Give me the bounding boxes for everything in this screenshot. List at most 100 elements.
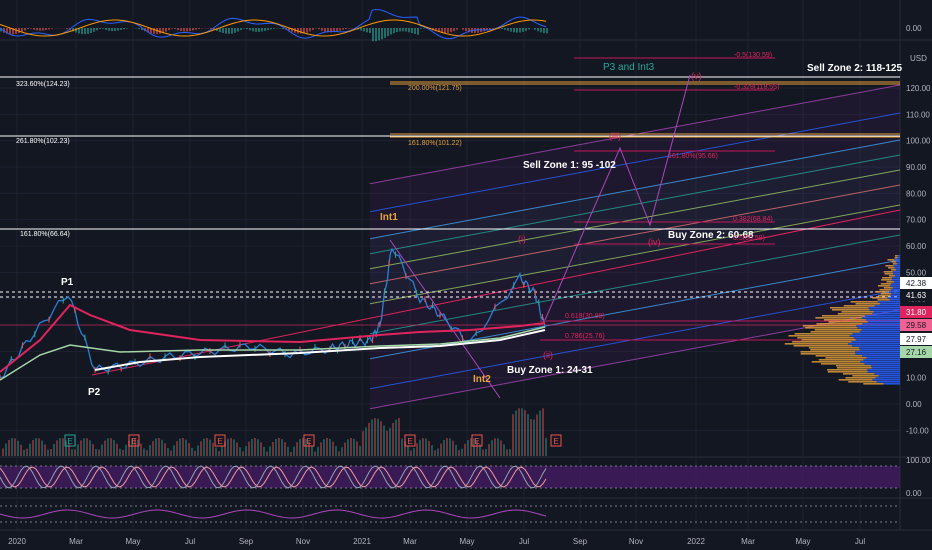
volume-bar — [152, 440, 154, 456]
vp-orange-bar — [837, 367, 872, 369]
volume-bar — [257, 439, 259, 456]
vp-orange-bar — [802, 325, 857, 327]
volume-bar — [326, 438, 328, 456]
volume-bar — [137, 439, 139, 456]
vp-blue-bar — [879, 303, 900, 305]
vp-orange-bar — [810, 331, 860, 333]
pitchfork-line-2 — [369, 139, 901, 240]
macd-hist-bar — [510, 28, 512, 32]
vp-orange-bar — [837, 313, 872, 315]
rsi-line — [0, 509, 547, 519]
vp-orange-bar — [821, 315, 865, 317]
macd-hist-bar — [165, 28, 167, 32]
vp-orange-bar — [828, 321, 868, 323]
volume-bar — [476, 440, 478, 456]
fib-261-label: 261.80%(102.23) — [16, 138, 70, 145]
volume-bar — [248, 441, 250, 456]
macd-hist-bar — [180, 28, 182, 32]
macd-hist-bar — [267, 28, 269, 31]
vp-blue-bar — [861, 329, 900, 331]
volume-bar — [311, 446, 313, 456]
vp-orange-bar — [894, 257, 898, 259]
macd-hist-bar — [117, 28, 119, 31]
price-axis[interactable]: USD 120.00 110.00 100.00 90.00 80.00 70.00 60.… — [900, 24, 932, 498]
vp-orange-bar — [852, 375, 879, 377]
vp-orange-bar — [792, 341, 852, 343]
macd-hist-bar — [216, 28, 218, 31]
volume-bar — [497, 438, 499, 456]
macd-hist-bar — [447, 28, 449, 33]
volume-bar — [461, 448, 463, 456]
vp-orange-bar — [842, 373, 875, 375]
vp-orange-bar — [836, 365, 872, 367]
vp-blue-bar — [890, 289, 900, 291]
time-label-0: 2020 — [8, 537, 26, 546]
volume-bar — [128, 440, 130, 456]
time-label-13: Mar — [741, 537, 755, 546]
vp-orange-bar — [818, 359, 864, 361]
fib-161-left-label: 161.80%(66.64) — [20, 231, 70, 238]
macd-hist-bar — [255, 28, 257, 32]
macd-hist-bar — [273, 28, 275, 29]
ret-05b-label: 0.5(60.58) — [733, 235, 765, 242]
volume-bar — [455, 444, 457, 456]
pitchfork-line-7 — [369, 234, 901, 335]
volume-bar — [293, 446, 295, 456]
pitchfork-line-5 — [369, 184, 901, 285]
volume-bar — [89, 440, 91, 456]
vp-blue-bar — [868, 307, 900, 309]
volume-bar — [515, 410, 517, 456]
volume-bar — [143, 448, 145, 456]
volume-bar — [284, 442, 286, 456]
vp-blue-bar — [867, 369, 900, 371]
macd-hist-bar — [159, 28, 161, 34]
volume-bar — [503, 444, 505, 456]
volume-bar — [50, 448, 52, 456]
volume-bar — [467, 440, 469, 456]
vp-orange-bar — [888, 267, 895, 269]
earnings-box — [64, 434, 76, 447]
volume-bar — [92, 444, 94, 456]
volume-bar — [71, 449, 73, 456]
price-tag-4: 27.97 — [906, 335, 927, 344]
time-label-11: Nov — [629, 537, 643, 546]
volume-bar — [236, 442, 238, 456]
macd-hist-bar — [306, 28, 308, 33]
volume-bar — [404, 441, 406, 456]
macd-hist-bar — [87, 28, 89, 34]
volume-bar — [482, 449, 484, 456]
volume-bar — [20, 444, 22, 456]
volume-bar — [431, 445, 433, 456]
stoch-d-line — [0, 466, 547, 488]
macd-hist-bar — [534, 28, 536, 30]
macd-hist-bar — [333, 28, 335, 32]
volume-bar — [65, 440, 67, 456]
volume-bar — [212, 442, 214, 456]
vp-blue-bar — [897, 255, 900, 257]
vp-blue-bar — [883, 383, 900, 385]
macd-hist-bar — [9, 28, 11, 35]
earnings-letter: E — [407, 437, 412, 446]
macd-hist-bar — [0, 28, 2, 32]
volume-bar — [125, 444, 127, 456]
volume-bar — [59, 438, 61, 456]
earnings-letter: E — [474, 437, 479, 446]
volume-bar — [2, 448, 4, 456]
time-label-5: Nov — [296, 537, 310, 546]
macd-hist-bar — [507, 28, 509, 31]
vp-orange-bar — [880, 293, 892, 295]
macd-hist-bar — [153, 28, 155, 34]
vp-orange-bar — [884, 273, 894, 275]
macd-hist-bar — [525, 28, 527, 31]
time-axis[interactable]: 2020 Mar May Jul Sep Nov 2021 Mar May Jul Sep Nov 20… — [8, 537, 865, 546]
volume-bar — [470, 438, 472, 456]
macd-hist-bar — [258, 28, 260, 32]
fib-200-label: 200.00%(121.75) — [408, 85, 462, 92]
macd-hist-bar — [513, 28, 515, 33]
int1-label: Int1 — [380, 212, 398, 223]
macd-hist-bar — [477, 28, 479, 33]
macd-hist-bar — [24, 28, 26, 31]
